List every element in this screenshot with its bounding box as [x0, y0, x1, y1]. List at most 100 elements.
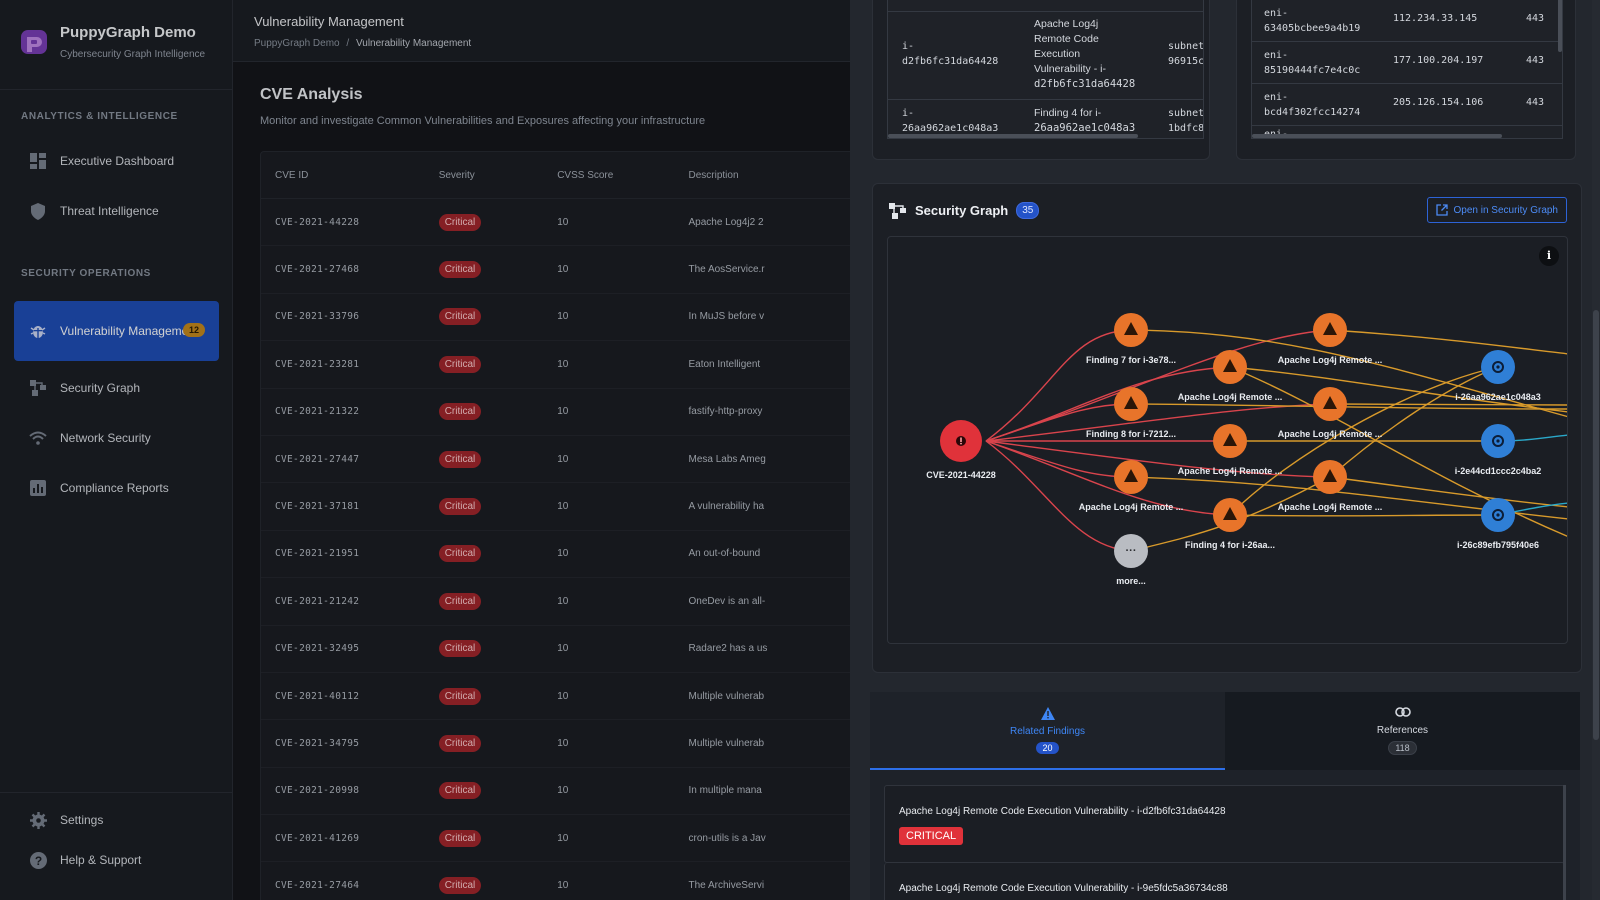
sidebar-item-vulnerability-management[interactable]: Vulnerability Management 12 [14, 301, 219, 361]
column-header[interactable]: Severity [438, 169, 475, 181]
finding-node[interactable]: Apache Log4j Remote ... [1178, 350, 1283, 402]
detail-tabs: Related Findings 20 References 118 [870, 692, 1580, 770]
finding-node[interactable]: Apache Log4j Remote ... [1278, 313, 1383, 365]
graph-edge [985, 329, 1331, 442]
finding-item[interactable]: Apache Log4j Remote Code Execution Vulne… [884, 785, 1565, 863]
finding-node[interactable]: Finding 8 for i-7212... [1086, 387, 1176, 439]
finding-node[interactable]: Apache Log4j Remote ... [1178, 424, 1283, 476]
open-in-security-graph-button[interactable]: Open in Security Graph [1426, 197, 1567, 223]
description-cell: A vulnerability ha [688, 501, 765, 513]
panel-scrollbar[interactable] [1592, 0, 1600, 900]
severity-cell: Critical [438, 308, 558, 326]
cve-id-cell[interactable]: CVE-2021-21242 [275, 595, 360, 607]
cve-id-cell[interactable]: CVE-2021-44228 [275, 216, 360, 228]
security-graph-canvas[interactable]: i [887, 236, 1568, 644]
graph-edge [985, 329, 1132, 442]
tab-related-findings[interactable]: Related Findings 20 [870, 692, 1225, 770]
cve-id-cell[interactable]: CVE-2021-34795 [275, 737, 360, 749]
cvss-score-cell: 10 [557, 595, 569, 607]
table-row[interactable]: CVE-2021-41269 Critical 10 cron-utils is a … [261, 815, 859, 863]
cve-id-cell[interactable]: CVE-2021-32495 [275, 643, 360, 655]
panel-scrollbar-thumb[interactable] [1593, 310, 1599, 740]
cve-id-cell[interactable]: CVE-2021-37181 [275, 501, 360, 513]
instance-node[interactable]: i-2e44cd1ccc2c4ba2 [1455, 424, 1542, 476]
graph-icon [29, 379, 47, 397]
security-graph-header: Security Graph 35 [889, 202, 1040, 219]
table-row[interactable]: CVE-2021-37181 Critical 10 A vulnerability … [261, 483, 859, 531]
sidebar-item-settings[interactable]: Settings [14, 799, 219, 841]
table-row[interactable]: CVE-2021-32495 Critical 10 Radare2 has a us [261, 626, 859, 673]
severity-badge: Critical [438, 592, 482, 610]
table-row[interactable]: CVE-2021-33796 Critical 10 In MuJS before v [261, 294, 859, 342]
table-row[interactable]: CVE-2021-34795 Critical 10 Multiple vulnera… [261, 720, 859, 768]
severity-badge: Critical [438, 782, 482, 800]
severity-badge: Critical [438, 403, 482, 421]
finding-title: Finding 4 for i- 26aa962ae1c048a3 [1034, 106, 1135, 136]
tab-references[interactable]: References 118 [1225, 692, 1580, 770]
table-row[interactable]: CVE-2021-44228 Critical 10 Apache Log4j2 2 [261, 199, 859, 247]
table-row[interactable]: CVE-2021-27464 Critical 10 The ArchiveServi [261, 862, 859, 900]
graph-edge [985, 440, 1331, 478]
cve-id-cell[interactable]: CVE-2021-27464 [275, 880, 360, 892]
table-row[interactable]: CVE-2021-21951 Critical 10 An out-of-bound [261, 531, 859, 579]
table-row[interactable]: eni- 85190444fc7e4c0c 177.100.204.197 443 [1252, 41, 1562, 83]
finding-node[interactable]: Finding 4 for i-26aa... [1185, 498, 1275, 550]
graph-edge [1329, 329, 1567, 355]
table-row[interactable]: eni-bcd4f302fcc14274 205.126.154.106 443 [1252, 83, 1562, 125]
cve-id-cell[interactable]: CVE-2021-20998 [275, 785, 360, 797]
sidebar-item-help-support[interactable]: ? Help & Support [14, 839, 219, 881]
instance-id-line: d2fb6fc31da64428 [902, 56, 999, 67]
modal-backdrop[interactable] [0, 0, 850, 900]
finding-node[interactable]: Finding 7 for i-3e78... [1086, 313, 1176, 365]
vertical-scrollbar[interactable] [1558, 0, 1562, 52]
column-header[interactable]: CVE ID [275, 169, 309, 181]
cve-id-cell[interactable]: CVE-2021-33796 [275, 311, 360, 323]
column-header[interactable]: CVSS Score [557, 169, 614, 181]
severity-badge: Critical [438, 640, 482, 658]
cve-id-cell[interactable]: CVE-2021-27447 [275, 453, 360, 465]
finding-item[interactable]: Apache Log4j Remote Code Execution Vulne… [884, 863, 1565, 900]
instance-node[interactable]: i-26aa962ae1c048a3 [1455, 350, 1541, 402]
info-icon[interactable]: i [1539, 246, 1559, 266]
sidebar-item-threat-intelligence[interactable]: Threat Intelligence [14, 190, 219, 232]
cve-id-cell[interactable]: CVE-2021-27468 [275, 264, 360, 276]
cve-id-cell[interactable]: CVE-2021-41269 [275, 832, 360, 844]
sidebar-item-compliance-reports[interactable]: Compliance Reports [14, 467, 219, 509]
finding-node[interactable]: Apache Log4j Remote ... [1079, 460, 1184, 512]
table-row[interactable]: CVE-2021-21242 Critical 10 OneDev is an all… [261, 578, 859, 626]
table-row[interactable]: eni- 63405bcbee9a4b19 112.234.33.145 443 [1252, 0, 1562, 41]
cve-id-cell[interactable]: CVE-2021-21322 [275, 406, 360, 418]
table-row[interactable]: CVE-2021-21322 Critical 10 fastify-http-pro… [261, 389, 859, 436]
brand: PuppyGraph Demo Cybersecurity Graph Inte… [0, 0, 232, 90]
table-row[interactable]: CVE-2021-27468 Critical 10 The AosService.r [261, 246, 859, 294]
table-row[interactable]: eni- [1252, 125, 1562, 138]
table-row[interactable]: i- 26aa962ae1c048a3 Finding 4 for i- 26a… [888, 99, 1204, 138]
description-cell: cron-utils is a Jav [688, 832, 766, 844]
cve-root-node[interactable]: CVE-2021-44228 [926, 420, 996, 480]
table-row[interactable]: CVE-2021-27447 Critical 10 Mesa Labs Ameg [261, 436, 859, 484]
cve-id-cell[interactable]: CVE-2021-40112 [275, 690, 360, 702]
column-header[interactable]: Description [688, 169, 739, 181]
table-row[interactable]: CVE-2021-40112 Critical 10 Multiple vulnera… [261, 673, 859, 721]
horizontal-scrollbar[interactable] [888, 134, 1138, 138]
finding-node[interactable]: Apache Log4j Remote ... [1278, 387, 1383, 439]
topbar: Vulnerability Management PuppyGraph Demo… [233, 0, 850, 62]
finding-node[interactable]: Apache Log4j Remote ... [1278, 460, 1383, 512]
instance-id: i- 26aa962ae1c048a3 [902, 106, 998, 136]
cve-id-cell[interactable]: CVE-2021-21951 [275, 548, 360, 560]
more-node[interactable]: ··· more... [1114, 534, 1148, 586]
finding-title-line: Remote Code [1034, 33, 1099, 45]
sidebar-item-network-security[interactable]: Network Security [14, 417, 219, 459]
sidebar-item-security-graph[interactable]: Security Graph [14, 367, 219, 409]
breadcrumb-root[interactable]: PuppyGraph Demo [254, 38, 340, 49]
findings-scrollbar[interactable] [1563, 785, 1566, 900]
sidebar-item-executive-dashboard[interactable]: Executive Dashboard [14, 140, 219, 182]
subnet-line: 1bdfc8 [1168, 123, 1204, 134]
horizontal-scrollbar[interactable] [1252, 134, 1502, 138]
table-row[interactable]: CVE-2021-23281 Critical 10 Eaton Intelligen… [261, 341, 859, 389]
instance-node[interactable]: i-26c89efb795f40e6 [1457, 498, 1539, 550]
table-row[interactable]: CVE-2021-20998 Critical 10 In multiple mana [261, 768, 859, 816]
severity-badge: CRITICAL [899, 827, 964, 845]
table-row[interactable]: i- d2fb6fc31da64428 Apache Log4j Remote … [888, 11, 1203, 99]
cve-id-cell[interactable]: CVE-2021-23281 [275, 358, 360, 370]
